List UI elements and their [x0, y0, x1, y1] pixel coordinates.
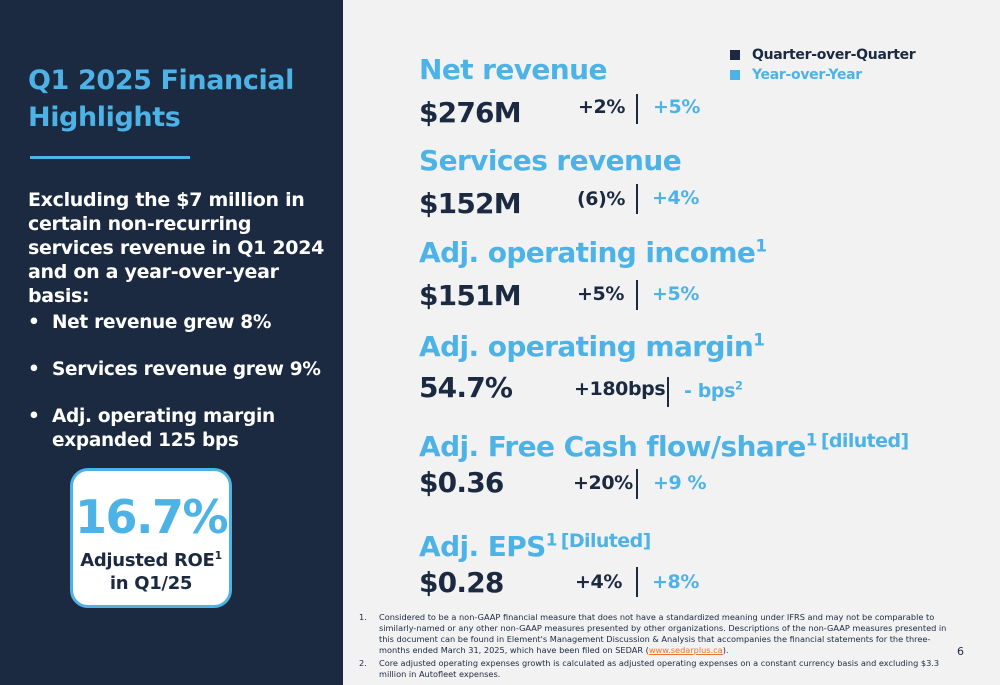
footnote-number: 2. — [359, 658, 367, 668]
metric-title-adj-operating-income: Adj. operating income1 — [419, 235, 767, 270]
sedar-link[interactable]: www.sedarplus.ca — [648, 645, 723, 655]
metric-title-footnote: 1 — [753, 329, 765, 350]
metric-yoy-text: +4% — [652, 187, 699, 209]
metric-qoq-adj-operating-income: +5% — [577, 283, 624, 305]
metric-yoy-net-revenue: +5% — [653, 94, 700, 120]
roe-label-footnote: 1 — [214, 549, 223, 562]
slide-title: Q1 2025 Financial Highlights — [28, 65, 294, 133]
footnote-2-text: Core adjusted operating expenses growth … — [379, 658, 940, 679]
metric-title-text: Adj. EPS — [419, 530, 546, 563]
page-number: 6 — [957, 645, 964, 658]
footnotes: 1. Considered to be a non-GAAP financial… — [359, 612, 951, 682]
metric-qoq-services-revenue: (6)% — [577, 188, 626, 210]
legend: Quarter-over-Quarter Year-over-Year — [730, 45, 916, 85]
metric-qoq-adj-eps: +4% — [575, 571, 622, 593]
metric-divider — [636, 94, 638, 124]
metric-divider — [636, 280, 638, 310]
metric-title-qualifier: [diluted] — [820, 430, 909, 452]
highlights-list: Net revenue grew 8% Services revenue gre… — [28, 311, 333, 476]
metric-divider — [636, 567, 638, 597]
metric-title-footnote: 1 — [755, 235, 767, 256]
roe-card: 16.7% Adjusted ROE1 in Q1/25 — [70, 468, 232, 608]
metric-yoy-text: +9 % — [653, 472, 707, 494]
metric-title-services-revenue: Services revenue — [419, 144, 682, 178]
metric-qoq-adj-free-cash-flow: +20% — [573, 472, 633, 494]
metric-value-services-revenue: $152M — [419, 187, 522, 220]
highlight-services-revenue: Services revenue grew 9% — [28, 358, 333, 382]
metric-title-net-revenue: Net revenue — [419, 53, 607, 87]
metric-yoy-services-revenue: +4% — [652, 185, 699, 211]
metric-qoq-adj-operating-margin: +180bps — [574, 378, 666, 400]
roe-value: 16.7% — [74, 490, 229, 544]
metric-yoy-adj-eps: +8% — [652, 569, 699, 595]
highlight-net-revenue: Net revenue grew 8% — [28, 311, 333, 335]
metric-title-qualifier: [Diluted] — [560, 530, 651, 552]
metric-divider — [636, 184, 638, 214]
legend-item-yoy: Year-over-Year — [730, 65, 915, 85]
metric-qoq-net-revenue: +2% — [578, 96, 625, 118]
footnote-1-text: Considered to be a non-GAAP financial me… — [379, 612, 947, 655]
metric-title-text: Adj. Free Cash flow/share — [419, 430, 806, 463]
metric-yoy-adj-free-cash-flow: +9 % — [653, 470, 707, 496]
legend-swatch-qoq — [730, 50, 740, 60]
legend-label-yoy: Year-over-Year — [752, 67, 862, 83]
metric-title-adj-operating-margin: Adj. operating margin1 — [419, 329, 765, 364]
metric-value-adj-free-cash-flow: $0.36 — [419, 466, 504, 499]
title-underline — [30, 156, 190, 159]
metric-divider — [667, 377, 669, 407]
roe-period: in Q1/25 — [109, 573, 193, 594]
metric-yoy-adj-operating-margin: - bps2 — [684, 378, 743, 404]
legend-swatch-yoy — [730, 70, 740, 80]
metric-value-adj-operating-margin: 54.7% — [419, 371, 513, 404]
legend-item-qoq: Quarter-over-Quarter — [730, 45, 916, 65]
footnote-2: 2. Core adjusted operating expenses grow… — [359, 658, 951, 680]
metric-title-footnote: 1 — [545, 529, 558, 550]
metric-title-text: Adj. operating income — [419, 236, 756, 269]
footnote-number: 1. — [359, 612, 367, 622]
roe-label-text: Adjusted ROE — [80, 550, 215, 571]
metric-value-adj-operating-income: $151M — [419, 279, 522, 312]
metric-value-adj-eps: $0.28 — [419, 566, 504, 599]
metric-value-net-revenue: $276M — [419, 96, 522, 129]
metric-yoy-text: +5% — [653, 96, 700, 118]
footnote-1: 1. Considered to be a non-GAAP financial… — [359, 612, 951, 656]
metric-title-text: Adj. operating margin — [419, 330, 754, 363]
metric-yoy-text: - bps — [684, 380, 736, 402]
metric-yoy-text: +8% — [652, 571, 699, 593]
roe-label: Adjusted ROE1 in Q1/25 — [73, 549, 229, 595]
metric-yoy-adj-operating-income: +5% — [652, 281, 699, 307]
metric-title-adj-free-cash-flow: Adj. Free Cash flow/share1 [diluted] — [419, 424, 909, 464]
metric-title-text: Net revenue — [419, 53, 607, 86]
metric-title-adj-eps: Adj. EPS1 [Diluted] — [419, 524, 651, 564]
highlight-operating-margin: Adj. operating margin expanded 125 bps — [28, 405, 333, 453]
metric-divider — [636, 469, 638, 499]
legend-label-qoq: Quarter-over-Quarter — [752, 47, 916, 63]
metric-yoy-footnote: 2 — [735, 378, 743, 393]
metric-yoy-text: +5% — [652, 283, 699, 305]
left-panel: Q1 2025 Financial Highlights Excluding t… — [0, 0, 343, 685]
intro-text: Excluding the $7 million in certain non-… — [28, 189, 325, 307]
metric-title-text: Services revenue — [419, 144, 682, 177]
footnote-1-end: ). — [722, 645, 729, 655]
metric-title-footnote: 1 — [805, 429, 818, 450]
